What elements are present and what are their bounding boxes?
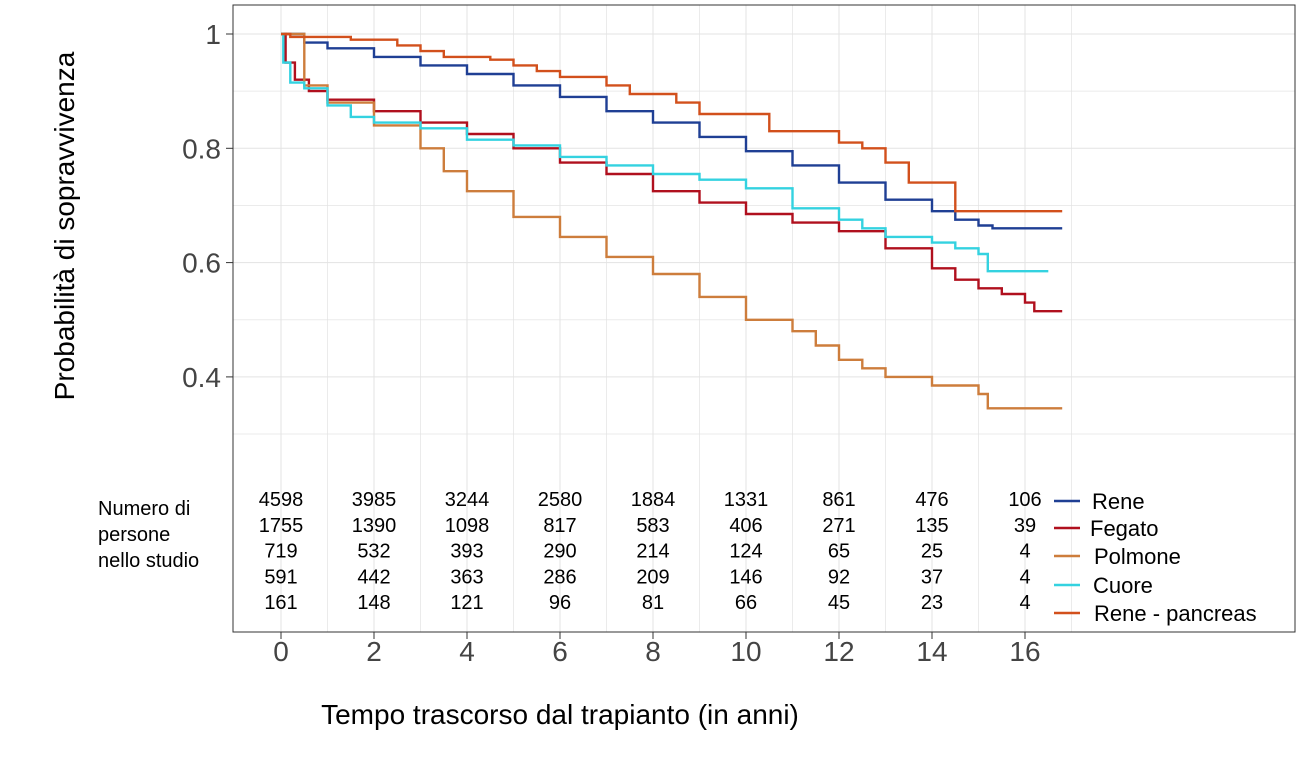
risk-label-line: Numero di (98, 498, 190, 520)
risk-count: 442 (357, 566, 390, 588)
risk-count: 4 (1019, 592, 1030, 614)
risk-count: 45 (828, 592, 850, 614)
risk-count: 1884 (631, 489, 676, 511)
risk-count: 37 (921, 566, 943, 588)
risk-count: 817 (543, 515, 576, 537)
risk-count: 135 (915, 515, 948, 537)
y-axis-title: Probabilità di sopravvivenza (49, 51, 80, 400)
risk-count: 583 (636, 515, 669, 537)
grid (233, 5, 1295, 632)
risk-count: 1755 (259, 515, 304, 537)
risk-count: 1331 (724, 489, 769, 511)
risk-count: 591 (264, 566, 297, 588)
x-tick-label: 2 (366, 636, 382, 667)
series-line-rene-pancreas (281, 32, 1063, 213)
risk-label-line: persone (98, 524, 170, 546)
risk-count: 4598 (259, 489, 304, 511)
plot-panel-border (232, 4, 1296, 633)
risk-count: 2580 (538, 489, 583, 511)
x-axis-ticks: 0 2 4 6 8 10 12 14 16 (273, 632, 1041, 667)
legend-label: Fegato (1090, 516, 1159, 541)
x-tick-label: 4 (459, 636, 475, 667)
x-tick-label: 8 (645, 636, 661, 667)
risk-count: 23 (921, 592, 943, 614)
risk-count: 209 (636, 566, 669, 588)
risk-count: 363 (450, 566, 483, 588)
risk-count: 1098 (445, 515, 490, 537)
risk-count: 3985 (352, 489, 397, 511)
risk-table-label: Numero di persone nello studio (98, 498, 199, 572)
legend-label: Cuore (1093, 573, 1153, 598)
risk-label-line: nello studio (98, 550, 199, 572)
legend-label: Polmone (1094, 544, 1181, 569)
y-tick-label: 0.8 (182, 133, 221, 164)
x-tick-label: 14 (916, 636, 947, 667)
risk-count: 406 (729, 515, 762, 537)
risk-count: 161 (264, 592, 297, 614)
risk-count: 96 (549, 592, 571, 614)
risk-count: 290 (543, 541, 576, 563)
legend-label: Rene (1092, 489, 1145, 514)
x-tick-label: 0 (273, 636, 289, 667)
risk-count: 148 (357, 592, 390, 614)
x-tick-label: 10 (730, 636, 761, 667)
y-tick-label: 0.4 (182, 362, 221, 393)
risk-count: 92 (828, 566, 850, 588)
risk-count: 81 (642, 592, 664, 614)
series-line-polmone (281, 32, 1063, 410)
risk-table: 4598 3985 3244 2580 1884 1331 861 476 106 1755 139… (259, 489, 1042, 614)
risk-count: 65 (828, 541, 850, 563)
legend-label: Rene - pancreas (1094, 601, 1257, 626)
risk-count: 214 (636, 541, 669, 563)
risk-count: 1390 (352, 515, 397, 537)
risk-count: 121 (450, 592, 483, 614)
y-axis-ticks: 0.4 0.6 0.8 1 (182, 19, 233, 393)
risk-count: 3244 (445, 489, 490, 511)
survival-curves (281, 32, 1063, 410)
series-line-rene (281, 32, 1063, 230)
risk-count: 124 (729, 541, 762, 563)
risk-count: 719 (264, 541, 297, 563)
risk-count: 271 (822, 515, 855, 537)
y-tick-label: 1 (205, 19, 221, 50)
risk-count: 4 (1019, 566, 1030, 588)
risk-count: 286 (543, 566, 576, 588)
risk-count: 532 (357, 541, 390, 563)
risk-count: 4 (1019, 541, 1030, 563)
risk-count: 861 (822, 489, 855, 511)
risk-count: 146 (729, 566, 762, 588)
x-axis-title: Tempo trascorso dal trapianto (in anni) (321, 699, 799, 730)
risk-count: 106 (1008, 489, 1041, 511)
risk-count: 39 (1014, 515, 1036, 537)
y-tick-label: 0.6 (182, 248, 221, 279)
x-tick-label: 12 (823, 636, 854, 667)
x-tick-label: 6 (552, 636, 568, 667)
x-tick-label: 16 (1009, 636, 1040, 667)
risk-count: 393 (450, 541, 483, 563)
risk-count: 25 (921, 541, 943, 563)
risk-count: 476 (915, 489, 948, 511)
risk-count: 66 (735, 592, 757, 614)
series-line-cuore (281, 32, 1049, 273)
